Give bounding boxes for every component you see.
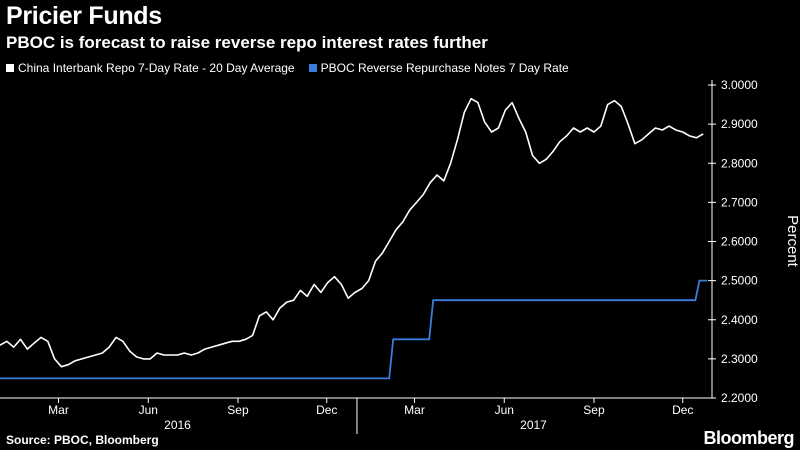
bloomberg-logo: Bloomberg bbox=[703, 428, 794, 448]
series-pboc-rate-step-line bbox=[0, 279, 708, 380]
x-tick-label: Mar bbox=[48, 403, 69, 417]
x-tick-label: Jun bbox=[495, 403, 514, 417]
y-tick-label: 2.9000 bbox=[721, 117, 758, 131]
legend-label-pboc-rate: PBOC Reverse Repurchase Notes 7 Day Rate bbox=[320, 61, 569, 75]
x-tick-label: Mar bbox=[404, 403, 425, 417]
x-tick-label: Sep bbox=[227, 403, 249, 417]
series-group bbox=[0, 97, 708, 380]
legend-item-repo-rate: China Interbank Repo 7-Day Rate - 20 Day… bbox=[6, 61, 295, 75]
axis-labels: 3.0000 2.9000 2.8000 2.7000 2.6000 2.5000 2.40… bbox=[48, 78, 800, 432]
legend-swatch-white bbox=[6, 64, 14, 72]
legend-item-pboc-rate: PBOC Reverse Repurchase Notes 7 Day Rate bbox=[308, 61, 569, 75]
year-label: 2017 bbox=[520, 418, 547, 432]
series-repo-rate-line bbox=[0, 97, 704, 368]
x-tick-label: Jun bbox=[139, 403, 158, 417]
source-note: Source: PBOC, Bloomberg bbox=[6, 433, 159, 447]
x-tick-label: Sep bbox=[583, 403, 605, 417]
y-tick-label: 2.4000 bbox=[721, 313, 758, 327]
legend-swatch-blue bbox=[308, 64, 317, 72]
x-tick-label: Dec bbox=[316, 403, 337, 417]
chart-subtitle: PBOC is forecast to raise reverse repo i… bbox=[6, 33, 488, 52]
chart-title: Pricier Funds bbox=[6, 2, 162, 30]
x-tick-label: Dec bbox=[672, 403, 693, 417]
axes bbox=[0, 80, 716, 434]
y-axis-title: Percent bbox=[784, 215, 800, 268]
y-tick-label: 2.8000 bbox=[721, 156, 758, 170]
legend: China Interbank Repo 7-Day Rate - 20 Day… bbox=[6, 61, 569, 75]
year-label: 2016 bbox=[164, 418, 191, 432]
y-tick-label: 2.7000 bbox=[721, 195, 758, 209]
y-tick-label: 2.2000 bbox=[721, 391, 758, 405]
legend-label-repo-rate: China Interbank Repo 7-Day Rate - 20 Day… bbox=[18, 61, 295, 75]
y-tick-label: 2.3000 bbox=[721, 352, 758, 366]
y-tick-label: 2.5000 bbox=[721, 274, 758, 288]
y-tick-label: 3.0000 bbox=[721, 78, 758, 92]
y-tick-label: 2.6000 bbox=[721, 235, 758, 249]
